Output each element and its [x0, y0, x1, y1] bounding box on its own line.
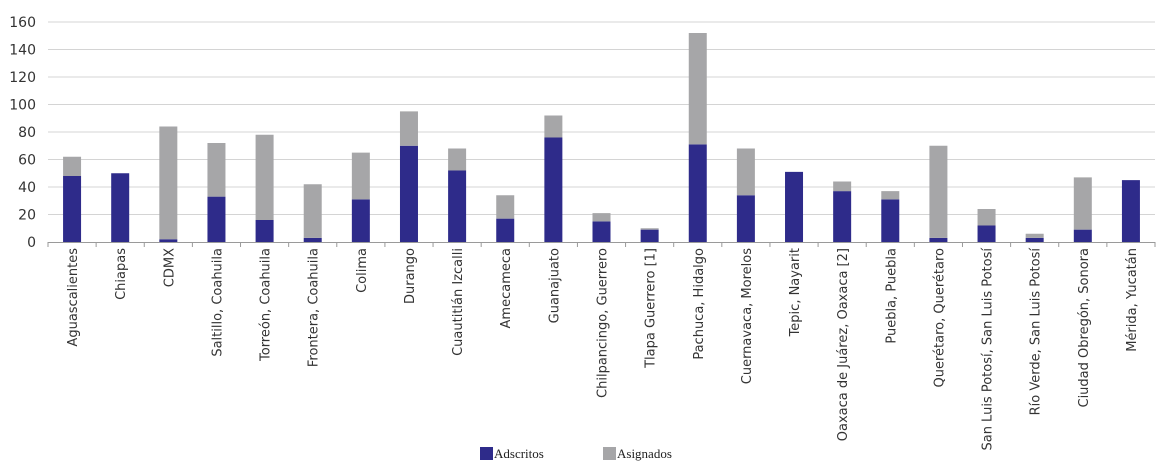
legend: Adscritos Asignados	[480, 446, 672, 461]
bar-asignados-13	[688, 33, 707, 145]
bar-asignados-2	[159, 126, 178, 240]
bar-adscritos-3	[207, 196, 226, 242]
bar-adscritos-18	[929, 237, 948, 242]
bar-adscritos-19	[977, 225, 996, 242]
category-label: Chiapas	[114, 248, 129, 300]
legend-label-adscritos: Adscritos	[494, 446, 544, 461]
y-tick-label: 80	[18, 125, 36, 141]
bar-adscritos-14	[736, 195, 755, 242]
category-label: Cuernavaca, Morelos	[740, 248, 755, 384]
category-label: Chilpancingo, Guerrero	[596, 248, 611, 398]
bar-asignados-4	[255, 134, 274, 220]
bar-asignados-10	[544, 115, 563, 138]
bar-adscritos-21	[1073, 229, 1092, 242]
category-label: Ciudad Obregón, Sonora	[1077, 248, 1092, 408]
bar-adscritos-11	[592, 221, 611, 242]
category-label: Río Verde, San Luis Potosí	[1029, 248, 1044, 416]
bar-adscritos-2	[159, 239, 178, 242]
bar-adscritos-15	[785, 171, 804, 242]
category-label: Tlapa Guerrero [1]	[644, 248, 659, 369]
bar-asignados-21	[1073, 177, 1092, 230]
legend-swatch-adscritos	[480, 447, 493, 460]
category-label: Cuautitlán Izcalli	[451, 248, 466, 356]
bar-adscritos-16	[833, 191, 852, 242]
bar-asignados-18	[929, 145, 948, 238]
bars	[63, 33, 1140, 242]
y-tick-label: 100	[9, 98, 36, 114]
bar-adscritos-9	[496, 218, 515, 242]
gridlines	[48, 21, 1155, 215]
category-label: San Luis Potosí, San Luis Potosí	[981, 248, 996, 451]
category-label: Guanajuato	[547, 248, 562, 323]
bar-adscritos-5	[303, 237, 322, 242]
bar-asignados-5	[303, 184, 322, 238]
category-label: Aguascalientes	[66, 248, 81, 347]
bar-asignados-11	[592, 213, 611, 222]
category-label: Frontera, Coahuila	[307, 248, 322, 367]
category-label: CDMX	[162, 248, 177, 287]
category-label: Mérida, Yucatán	[1125, 248, 1140, 352]
y-tick-label: 120	[9, 70, 36, 86]
category-label: Tepic, Nayarit	[788, 248, 803, 337]
bar-adscritos-10	[544, 137, 563, 242]
bar-adscritos-0	[63, 176, 82, 242]
category-label: Colima	[355, 248, 370, 293]
x-axis	[47, 242, 1156, 247]
category-label: Puebla, Puebla	[884, 248, 899, 344]
category-label: Pachuca, Hidalgo	[692, 248, 707, 360]
y-axis-ticks: 0 20 40 60 80 100 120 140 160	[9, 15, 36, 251]
bar-adscritos-1	[111, 173, 130, 242]
y-tick-label: 60	[18, 153, 36, 169]
bar-asignados-12	[640, 228, 659, 230]
bar-adscritos-6	[351, 199, 370, 242]
y-tick-label: 160	[9, 15, 36, 31]
bar-adscritos-22	[1121, 180, 1140, 242]
bar-asignados-17	[881, 191, 900, 200]
bar-asignados-6	[351, 152, 370, 200]
y-tick-label: 140	[9, 43, 36, 59]
category-label: Durango	[403, 248, 418, 304]
category-label: Oaxaca de Juárez, Oaxaca [2]	[836, 248, 851, 441]
legend-swatch-asignados	[603, 447, 616, 460]
y-tick-label: 40	[18, 180, 36, 196]
bar-adscritos-4	[255, 220, 274, 242]
bar-asignados-19	[977, 209, 996, 226]
bar-asignados-8	[448, 148, 467, 171]
category-label: Torreón, Coahuila	[259, 248, 274, 362]
category-label: Saltillo, Coahuila	[210, 248, 225, 357]
x-axis-category-labels: Aguascalientes Chiapas CDMX Saltillo, Coahu…	[66, 248, 1140, 451]
bar-asignados-3	[207, 143, 226, 197]
category-label: Querétaro, Querétaro	[932, 248, 947, 388]
bar-adscritos-13	[688, 144, 707, 242]
bar-adscritos-8	[448, 170, 467, 242]
bar-asignados-0	[63, 156, 82, 176]
bar-adscritos-17	[881, 199, 900, 242]
bar-asignados-14	[736, 148, 755, 196]
legend-label-asignados: Asignados	[617, 446, 672, 461]
bar-asignados-16	[833, 181, 852, 192]
y-tick-label: 0	[27, 235, 36, 251]
y-tick-label: 20	[18, 208, 36, 224]
bar-asignados-7	[399, 111, 418, 146]
bar-adscritos-12	[640, 229, 659, 242]
bar-asignados-9	[496, 195, 515, 219]
bar-asignados-20	[1025, 233, 1044, 238]
bar-adscritos-20	[1025, 237, 1044, 242]
category-label: Amecameca	[499, 248, 514, 328]
bar-adscritos-7	[399, 145, 418, 242]
